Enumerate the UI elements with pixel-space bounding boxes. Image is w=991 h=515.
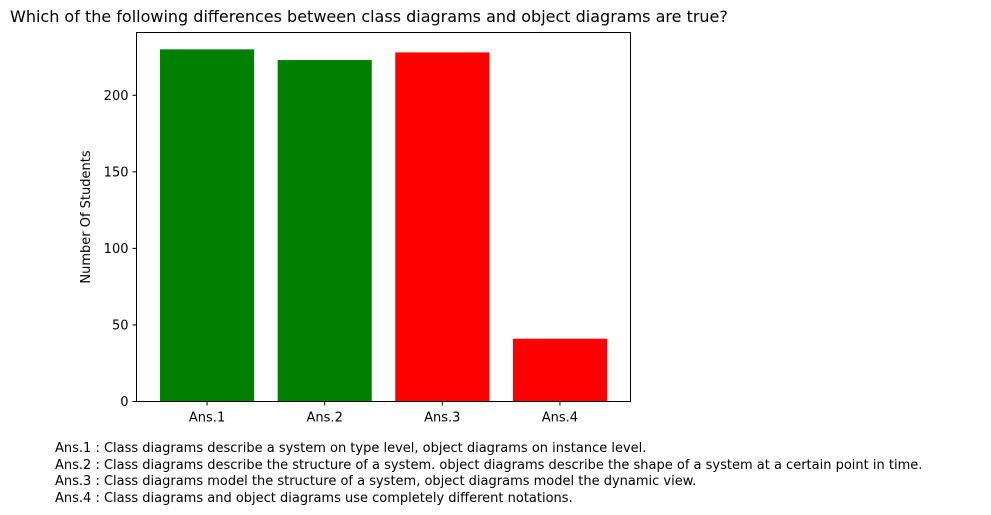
y-axis-label: Number Of Students	[79, 150, 94, 283]
plot-frame	[136, 32, 631, 402]
footnote-ans-2: Ans.2 : Class diagrams describe the stru…	[55, 457, 923, 473]
bar-ans-4	[512, 338, 607, 402]
y-tick-label: 100	[104, 242, 129, 257]
bar-ans-2	[277, 60, 372, 402]
y-tick-label: 0	[120, 395, 128, 410]
bar-ans-1	[160, 49, 255, 402]
x-tick-label: Ans.3	[424, 411, 460, 426]
bars-layer	[160, 49, 607, 402]
y-tick-label: 200	[104, 89, 129, 104]
y-tick-label: 50	[112, 318, 129, 333]
bar-ans-3	[395, 52, 490, 402]
footnote-ans-3: Ans.3 : Class diagrams model the structu…	[55, 474, 697, 489]
x-tick-label: Ans.4	[542, 411, 578, 426]
answer-legend: Ans.1 : Class diagrams describe a system…	[55, 441, 922, 507]
footnote-ans-4: Ans.4 : Class diagrams and object diagra…	[55, 490, 573, 506]
y-axis: 0 50 100 150 200	[104, 89, 137, 410]
x-tick-label: Ans.2	[307, 411, 343, 426]
chart-title: Which of the following differences betwe…	[10, 7, 728, 26]
y-tick-label: 150	[104, 165, 129, 180]
x-axis: Ans.1 Ans.2 Ans.3 Ans.4	[189, 401, 578, 426]
footnote-ans-1: Ans.1 : Class diagrams describe a system…	[55, 441, 647, 456]
x-tick-label: Ans.1	[189, 411, 225, 426]
